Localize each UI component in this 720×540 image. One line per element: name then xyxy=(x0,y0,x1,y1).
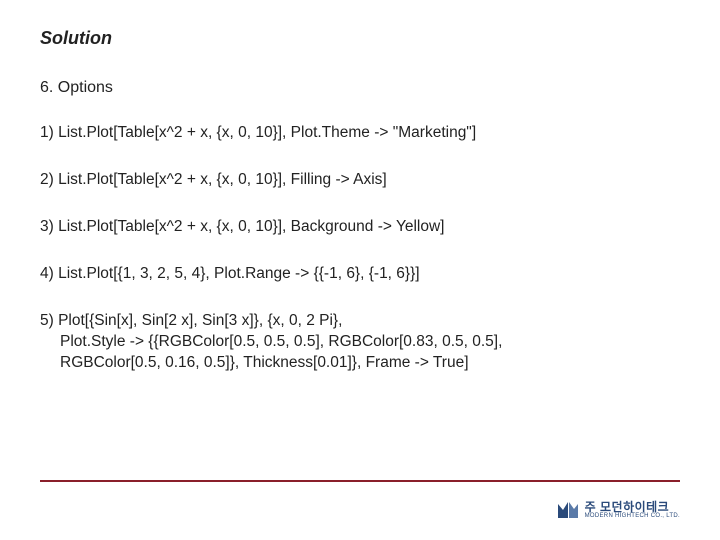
list-item-multiline: 5) Plot[{Sin[x], Sin[2 x], Sin[3 x]}, {x… xyxy=(40,311,680,374)
list-item: 1) List.Plot[Table[x^2 + x, {x, 0, 10}],… xyxy=(40,123,680,144)
multiline-line2: Plot.Style -> {{RGBColor[0.5, 0.5, 0.5],… xyxy=(40,332,680,353)
logo-company-en: MODERN HIGHTECH CO., LTD. xyxy=(585,513,680,519)
list-item: 4) List.Plot[{1, 3, 2, 5, 4}, Plot.Range… xyxy=(40,264,680,285)
list-item: 2) List.Plot[Table[x^2 + x, {x, 0, 10}],… xyxy=(40,170,680,191)
footer-divider xyxy=(40,480,680,482)
slide-container: Solution 6. Options 1) List.Plot[Table[x… xyxy=(0,0,720,540)
footer-logo: 주 모던하이테크 MODERN HIGHTECH CO., LTD. xyxy=(555,498,680,522)
slide-title: Solution xyxy=(40,28,680,49)
multiline-line3: RGBColor[0.5, 0.16, 0.5]}, Thickness[0.0… xyxy=(40,353,680,374)
list-item: 3) List.Plot[Table[x^2 + x, {x, 0, 10}],… xyxy=(40,217,680,238)
multiline-line1: 5) Plot[{Sin[x], Sin[2 x], Sin[3 x]}, {x… xyxy=(40,312,342,329)
logo-text: 주 모던하이테크 MODERN HIGHTECH CO., LTD. xyxy=(585,501,680,519)
section-subtitle: 6. Options xyxy=(40,79,680,97)
logo-company-kr: 주 모던하이테크 xyxy=(585,501,680,513)
logo-icon xyxy=(555,498,579,522)
